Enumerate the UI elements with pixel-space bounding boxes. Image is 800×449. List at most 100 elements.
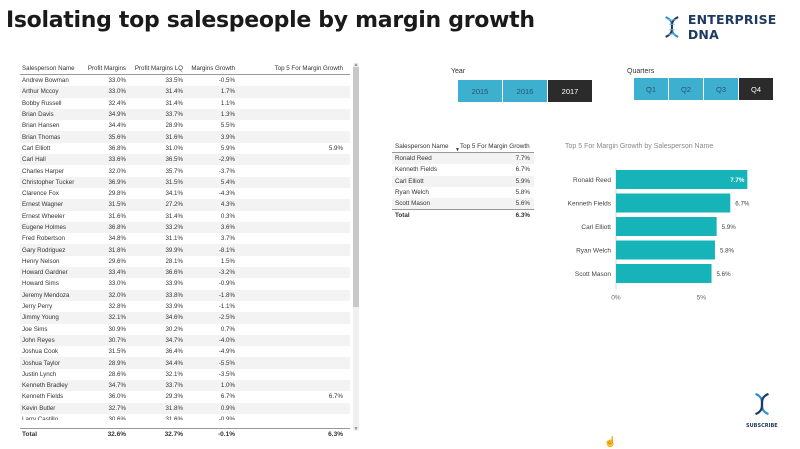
table-row[interactable]: Jeremy Mendoza 32.0% 33.8% -1.8% [20, 289, 350, 301]
quarter-option-q2[interactable]: Q2 [669, 78, 703, 100]
bar[interactable] [616, 193, 731, 213]
cell-profit-margins-lq: 28.1% [165, 257, 183, 265]
table-row[interactable]: Joe Sims 30.9% 30.2% 0.7% [20, 324, 350, 335]
table-row[interactable]: Christopher Tucker 36.9% 31.5% 5.4% [20, 176, 350, 188]
enterprise-dna-logo: ENTERPRISE DNA [662, 12, 800, 42]
table-row[interactable]: Kevin Butler 32.7% 31.8% 0.9% [20, 402, 350, 414]
cell-profit-margins: 28.9% [108, 359, 126, 367]
col-header-profit-margins-lq[interactable]: Profit Margins LQ [134, 65, 183, 72]
table-row[interactable]: Fred Robertson 34.8% 31.1% 3.7% [20, 233, 350, 244]
top5-table-row[interactable]: Scott Mason 5.6% [392, 198, 534, 210]
dna-icon [665, 16, 679, 38]
brand-name: ENTERPRISE DNA [687, 12, 777, 42]
cell-salesperson: John Reyes [22, 336, 55, 344]
cell-profit-margins: 32.0% [108, 291, 126, 299]
salesperson-margins-table: Salesperson Name Profit Margins Profit M… [20, 63, 350, 433]
table-row[interactable]: Larry Castillo 30.6% 31.6% -0.9% [20, 414, 350, 420]
data-label: 6.7% [735, 201, 750, 208]
quarter-option-q4[interactable]: Q4 [739, 78, 773, 100]
table-row[interactable]: Carl Hall 33.6% 36.5% -2.9% [20, 154, 350, 166]
cell-margins-growth: 5.5% [220, 122, 235, 130]
sort-descending-icon[interactable]: ▼ [455, 146, 460, 153]
year-option-2015[interactable]: 2015 [458, 80, 502, 102]
top5-table-row[interactable]: Kenneth Fields 6.7% [392, 164, 534, 175]
top5-col-salesperson[interactable]: Salesperson Name [395, 142, 449, 150]
table-row[interactable]: Eugene Holmes 36.8% 33.2% 3.6% [20, 221, 350, 234]
table-row[interactable]: Brian Davis 34.9% 33.7% 1.3% [20, 108, 350, 121]
cell-salesperson: Brian Hansen [22, 122, 60, 130]
top5-table-header: Salesperson Name ▼Top 5 For Margin Growt… [392, 140, 534, 153]
cell-margins-growth: -3.2% [218, 269, 235, 277]
top5-table-row[interactable]: Ryan Welch 5.8% [392, 187, 534, 198]
scroll-up-icon[interactable]: ▲ [353, 62, 359, 68]
table-row[interactable]: Gary Rodriguez 31.8% 39.9% -8.1% [20, 244, 350, 256]
table-row[interactable]: Joshua Taylor 28.9% 34.4% -5.5% [20, 357, 350, 369]
cell-profit-margins: 33.6% [108, 156, 126, 164]
year-option-2017[interactable]: 2017 [548, 80, 592, 102]
table-row[interactable]: Ernest Wagner 31.5% 27.2% 4.3% [20, 199, 350, 211]
cell-salesperson: Gary Rodriguez [22, 246, 66, 254]
col-header-margins-growth[interactable]: Margins Growth [191, 65, 235, 72]
year-option-2016[interactable]: 2016 [503, 80, 547, 102]
table-row[interactable]: Henry Nelson 29.6% 28.1% 1.5% [20, 256, 350, 267]
table-row[interactable]: Carl Elliott 36.8% 31.0% 5.9% 5.9% [20, 143, 350, 154]
cell-margins-growth: -2.9% [218, 156, 235, 164]
cell-margins-growth: 0.9% [220, 404, 235, 412]
col-header-top5[interactable]: Top 5 For Margin Growth [274, 65, 343, 72]
top5-col-top5[interactable]: ▼Top 5 For Margin Growth [454, 142, 534, 153]
table-row[interactable]: Brian Hansen 34.4% 28.9% 5.5% [20, 120, 350, 131]
table-row[interactable]: Jerry Perry 32.8% 33.9% -1.1% [20, 301, 350, 312]
quarter-option-q3[interactable]: Q3 [704, 78, 738, 100]
cell-salesperson: Joshua Cook [22, 348, 59, 356]
cell-profit-margins-lq: 34.7% [165, 336, 183, 344]
table-row[interactable]: Arthur Mccoy 33.0% 31.4% 1.7% [20, 86, 350, 98]
cell-margins-growth: -4.9% [218, 348, 235, 356]
cell-salesperson: Joshua Taylor [22, 359, 61, 367]
table-row[interactable]: Ernest Wheeler 31.6% 31.4% 0.3% [20, 211, 350, 222]
x-tick-label: 5% [697, 295, 707, 302]
table-row[interactable]: Kenneth Bradley 34.7% 33.7% 1.0% [20, 380, 350, 392]
top5-cell-value: 5.9% [515, 177, 530, 185]
bar[interactable] [616, 217, 717, 236]
cell-salesperson: Christopher Tucker [22, 178, 75, 186]
table-row[interactable]: Howard Gardner 33.4% 36.6% -3.2% [20, 267, 350, 279]
table-row[interactable]: Joshua Cook 31.5% 36.4% -4.9% [20, 346, 350, 357]
top5-table-row[interactable]: Carl Elliott 5.9% [392, 175, 534, 187]
cell-salesperson: Carl Elliott [22, 144, 51, 152]
table-row[interactable]: Bobby Russell 32.4% 31.4% 1.1% [20, 98, 350, 109]
bar[interactable] [616, 240, 715, 260]
table-row[interactable]: Howard Sims 33.0% 33.9% -0.9% [20, 278, 350, 289]
col-header-salesperson[interactable]: Salesperson Name [22, 65, 75, 72]
table-row[interactable]: Charles Harper 32.0% 35.7% -3.7% [20, 165, 350, 176]
table-row[interactable]: Clarence Fox 29.8% 34.1% -4.3% [20, 188, 350, 199]
table-scrollbar[interactable]: ▲ ▼ [353, 62, 359, 432]
top5-col-top5-label: Top 5 For Margin Growth [459, 142, 530, 150]
cell-salesperson: Howard Gardner [22, 269, 68, 277]
cell-profit-margins: 36.8% [108, 144, 126, 152]
table-header: Salesperson Name Profit Margins Profit M… [20, 63, 350, 75]
cell-profit-margins-lq: 35.7% [165, 167, 183, 175]
subscribe-button[interactable]: SUBSCRIBE [746, 392, 778, 429]
scrollbar-thumb[interactable] [353, 67, 359, 307]
cell-profit-margins-lq: 34.1% [165, 190, 183, 198]
table-row[interactable]: Brian Thomas 35.6% 31.6% 3.9% [20, 131, 350, 143]
quarter-option-q1[interactable]: Q1 [634, 78, 668, 100]
table-row[interactable]: Andrew Bowman 33.0% 33.5% -0.5% [20, 75, 350, 86]
cell-profit-margins: 34.9% [108, 111, 126, 119]
table-row[interactable]: John Reyes 30.7% 34.7% -4.0% [20, 334, 350, 347]
bar[interactable] [616, 170, 748, 189]
bar[interactable] [616, 264, 712, 283]
table-row[interactable]: Kenneth Fields 36.0% 29.3% 6.7% 6.7% [20, 391, 350, 402]
cell-margins-growth: 1.0% [220, 382, 235, 390]
cell-profit-margins: 29.6% [108, 257, 126, 265]
top5-table-row[interactable]: Ronald Reed 7.7% [392, 153, 534, 165]
col-header-profit-margins[interactable]: Profit Margins [87, 65, 126, 72]
cell-salesperson: Jeremy Mendoza [22, 291, 70, 299]
year-slicer-label: Year [451, 68, 466, 75]
table-row[interactable]: Jimmy Young 32.1% 34.6% -2.5% [20, 312, 350, 324]
cell-profit-margins-lq: 33.9% [165, 280, 183, 288]
table-row[interactable]: Justin Lynch 28.6% 32.1% -3.5% [20, 369, 350, 380]
cell-margins-growth: 3.6% [220, 224, 235, 231]
cell-profit-margins: 33.0% [108, 280, 126, 288]
scroll-down-icon[interactable]: ▼ [353, 426, 359, 432]
